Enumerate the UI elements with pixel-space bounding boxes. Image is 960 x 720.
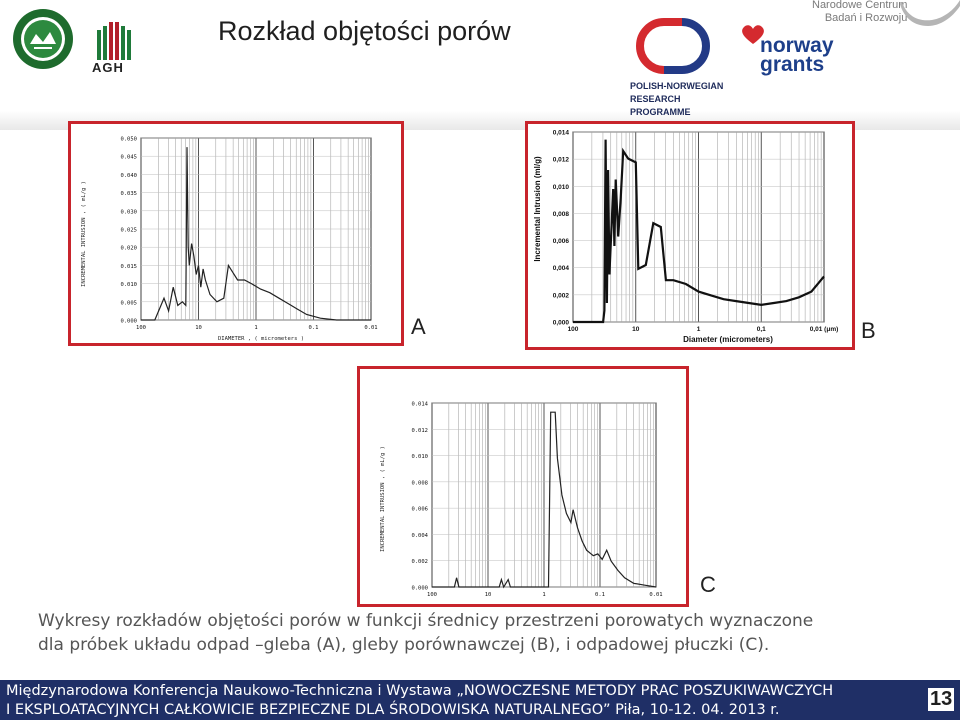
y-tick-label: 0,002 bbox=[553, 292, 570, 299]
ncbr-line-1: Narodowe Centrum bbox=[812, 0, 908, 11]
y-tick-label: 0.000 bbox=[120, 319, 137, 325]
x-tick-label: 1 bbox=[542, 592, 545, 598]
y-tick-label: 0.050 bbox=[120, 137, 137, 143]
y-tick-label: 0.008 bbox=[411, 480, 428, 486]
university-seal-logo bbox=[13, 9, 73, 69]
norway-line-2: grants bbox=[760, 53, 825, 76]
panel-label-a: A bbox=[411, 314, 426, 339]
chart-b-ylabel: Incremental Intrusion (ml/g) bbox=[533, 156, 542, 262]
y-tick-label: 0.010 bbox=[411, 454, 428, 460]
ncbr-text: Narodowe Centrum Badań i Rozwoju bbox=[812, 0, 907, 25]
x-tick-label: 10 bbox=[485, 592, 492, 598]
chart-c-svg: 0.000 0.002 0.004 0.006 0.008 0.010 0.012 0.014… bbox=[380, 402, 663, 599]
x-tick-label: 0.1 bbox=[309, 325, 319, 331]
y-tick-label: 0.012 bbox=[411, 428, 428, 434]
y-tick-label: 0,010 bbox=[553, 184, 570, 191]
x-tick-label: 10 bbox=[632, 326, 640, 333]
y-tick-label: 0,008 bbox=[553, 211, 570, 218]
agh-logo bbox=[97, 22, 131, 60]
x-tick-label: 0.01 bbox=[649, 592, 662, 598]
norway-grants-heart-icon bbox=[742, 25, 764, 44]
x-tick-label: 10 bbox=[195, 325, 202, 331]
y-tick-label: 0.000 bbox=[411, 586, 428, 592]
chart-a-xlabel: DIAMETER , ( micrometers ) bbox=[218, 336, 304, 342]
chart-panel-b: 0,000 0,002 0,004 0,006 0,008 0,010 0,012 0,014… bbox=[525, 121, 855, 350]
y-tick-label: 0,004 bbox=[553, 265, 570, 272]
chart-panel-a: 0.000 0.005 0.010 0.015 0.020 0.025 0.030 0.035… bbox=[68, 121, 404, 346]
x-tick-label: 100 bbox=[568, 326, 579, 333]
y-tick-label: 0.004 bbox=[411, 533, 428, 539]
y-tick-label: 0.030 bbox=[120, 209, 137, 215]
x-tick-label: 0.1 bbox=[595, 592, 605, 598]
y-tick-label: 0.035 bbox=[120, 191, 137, 197]
chart-a-svg: 0.000 0.005 0.010 0.015 0.020 0.025 0.030 0.035… bbox=[81, 137, 378, 343]
pnrp-line-2: RESEARCH bbox=[630, 94, 681, 104]
x-tick-label: 100 bbox=[427, 592, 437, 598]
y-tick-label: 0.045 bbox=[120, 155, 137, 161]
footer-bar: Międzynarodowa Konferencja Naukowo-Techn… bbox=[0, 680, 960, 720]
footer-line-1: Międzynarodowa Konferencja Naukowo-Techn… bbox=[6, 683, 834, 699]
pnrp-line-3: PROGRAMME bbox=[630, 107, 691, 117]
y-tick-label: 0,014 bbox=[553, 130, 570, 137]
page-number: 13 bbox=[928, 688, 955, 711]
agh-label: AGH bbox=[92, 60, 124, 75]
panel-label-c: C bbox=[700, 572, 716, 597]
x-tick-label: 1 bbox=[254, 325, 257, 331]
y-tick-label: 0.040 bbox=[120, 173, 137, 179]
y-tick-label: 0.025 bbox=[120, 228, 137, 234]
chart-c-ylabel: INCREMENTAL INTRUSION , ( mL/g ) bbox=[380, 446, 386, 552]
chart-panel-c: 0.000 0.002 0.004 0.006 0.008 0.010 0.012 0.014… bbox=[357, 366, 689, 607]
ncbr-swoosh-logo bbox=[900, 0, 960, 26]
header-band bbox=[0, 0, 960, 130]
y-tick-label: 0,006 bbox=[553, 238, 570, 245]
y-tick-label: 0.020 bbox=[120, 246, 137, 252]
x-tick-label: 0,1 bbox=[757, 326, 766, 333]
y-tick-label: 0,012 bbox=[553, 157, 570, 164]
x-tick-label: 0,01 (μm) bbox=[810, 326, 839, 333]
x-tick-label: 0.01 bbox=[364, 325, 377, 331]
caption: Wykresy rozkładów objętości porów w funk… bbox=[38, 609, 938, 657]
polish-norwegian-logo bbox=[636, 18, 710, 74]
norway-grants-text: norway grants bbox=[760, 34, 834, 76]
page-title: Rozkład objętości porów bbox=[218, 16, 511, 46]
chart-b-xlabel: Diameter (micrometers) bbox=[683, 335, 773, 344]
chart-a-ylabel: INCREMENTAL INTRUSION , ( mL/g ) bbox=[81, 181, 87, 287]
y-tick-label: 0.006 bbox=[411, 507, 428, 513]
chart-a-curve bbox=[141, 147, 371, 321]
x-tick-label: 1 bbox=[697, 326, 701, 333]
caption-line-2: dla próbek układu odpad –gleba (A), gleb… bbox=[38, 635, 770, 655]
x-tick-label: 100 bbox=[136, 325, 146, 331]
chart-b-curve bbox=[573, 139, 825, 324]
footer-line-2: I EKSPLOATACYJNYCH CAŁKOWICIE BEZPIECZNE… bbox=[6, 702, 780, 718]
y-tick-label: 0,000 bbox=[553, 320, 570, 327]
caption-line-1: Wykresy rozkładów objętości porów w funk… bbox=[38, 611, 814, 631]
y-tick-label: 0.015 bbox=[120, 264, 137, 270]
pnrp-text: POLISH-NORWEGIAN RESEARCH PROGRAMME bbox=[630, 80, 723, 119]
pnrp-line-1: POLISH-NORWEGIAN bbox=[630, 81, 724, 91]
y-tick-label: 0.002 bbox=[411, 559, 428, 565]
y-tick-label: 0.005 bbox=[120, 300, 137, 306]
ncbr-line-2: Badań i Rozwoju bbox=[824, 12, 908, 24]
panel-label-b: B bbox=[861, 318, 876, 343]
chart-c-curve bbox=[432, 411, 657, 589]
y-tick-label: 0.010 bbox=[120, 282, 137, 288]
chart-b-svg: 0,000 0,002 0,004 0,006 0,008 0,010 0,012 0,014… bbox=[533, 130, 839, 345]
y-tick-label: 0.014 bbox=[411, 402, 428, 408]
norway-line-1: norway bbox=[760, 34, 834, 57]
